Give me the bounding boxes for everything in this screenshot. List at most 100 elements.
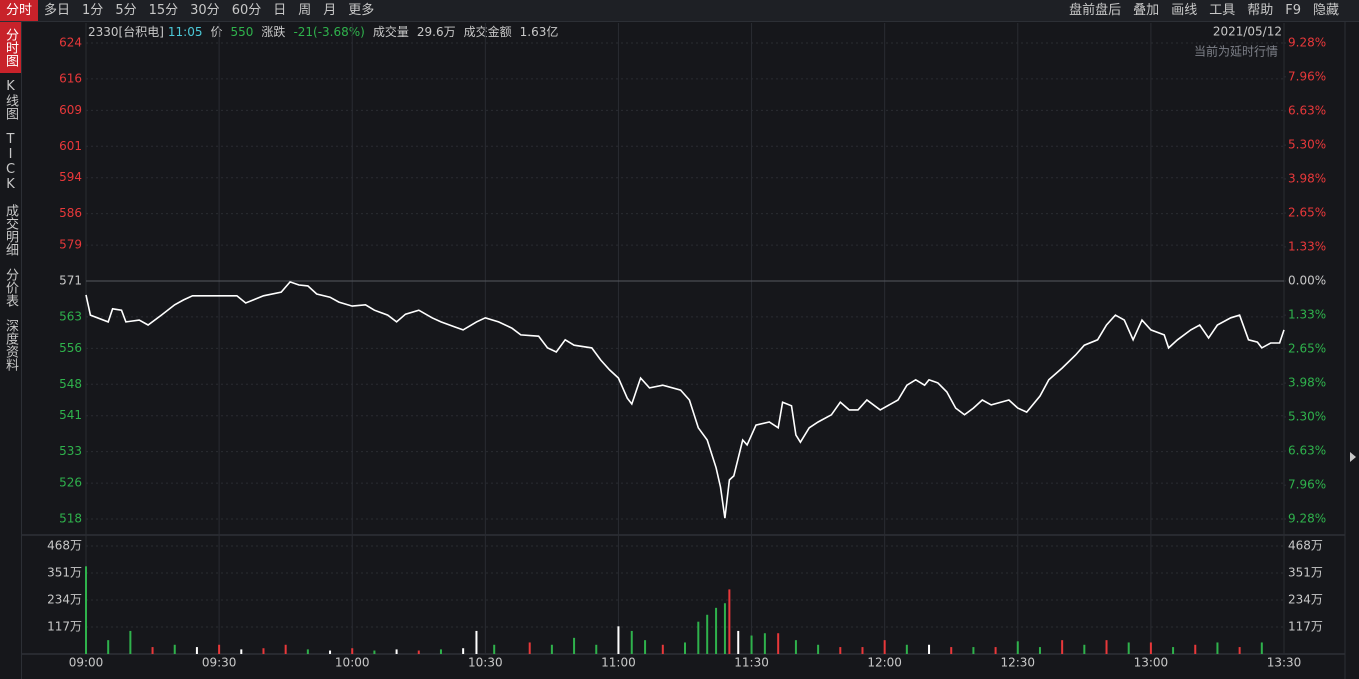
chart-bg [22,22,1345,679]
volume-bar [573,637,576,654]
side-tab[interactable]: 深度资料 [3,319,18,371]
volume-bar [151,647,154,654]
side-tab[interactable]: 分时图 [0,22,21,73]
period-tab[interactable]: 分时 [0,0,39,21]
x-tick-label: 09:00 [69,656,104,670]
volume-bar [777,633,780,654]
volume-bar [1016,641,1019,654]
volume-bar [240,649,243,654]
x-tick-label: 13:30 [1267,656,1302,670]
volume-tick-label: 117万 [47,620,82,634]
period-tab[interactable]: 1分 [82,3,104,18]
y2-tick-label: 1.33% [1288,308,1326,322]
y-tick-label: 601 [59,139,82,153]
y2-tick-label: 2.65% [1288,206,1326,220]
y-tick-label: 541 [59,408,82,422]
side-tab[interactable]: K线图 [3,79,18,120]
volume-bar [644,640,647,654]
y2-tick-label: 3.98% [1288,171,1326,185]
tool-tab[interactable]: 画线 [1171,3,1198,18]
volume-bar [1038,647,1041,654]
volume-bar [684,642,686,654]
price: 550 [231,25,254,39]
y2-tick-label: 6.63% [1288,103,1326,117]
period-tab[interactable]: 日 [273,3,287,18]
y-tick-label: 586 [59,206,82,220]
volume-bar [928,644,931,654]
period-tab[interactable]: 5分 [115,3,137,18]
period-tab[interactable]: 更多 [348,3,375,18]
y2-tick-label: 6.63% [1288,444,1326,458]
volume-bar [994,647,997,654]
volume-bar [1149,642,1152,654]
volume-bar [129,630,132,654]
y-tick-label: 526 [59,476,82,490]
x-tick-label: 13:00 [1134,656,1169,670]
period-tabs: 分时 多日 1分 5分 15分 30分 60分日周月更多 [0,0,380,21]
toolbar: 分时 多日 1分 5分 15分 30分 60分日周月更多 盘前盘后 叠加 画线 工具 帮助 F9 隐藏 [0,0,1359,22]
volume-bar [195,647,198,654]
volume-bar [817,644,820,654]
y-tick-label: 616 [59,71,82,85]
period-tab[interactable]: 月 [323,3,337,18]
y-tick-label: 556 [59,341,82,355]
y-tick-label: 624 [59,36,82,50]
volume-bar [972,647,975,654]
period-tab[interactable]: 周 [298,3,312,18]
period-tab[interactable]: 多日 [44,3,71,18]
notice: 当前为延时行情 [1194,44,1278,59]
volume-bar [1194,644,1197,654]
y-tick-label: 563 [59,309,82,323]
tool-tab[interactable]: 盘前盘后 [1069,3,1122,18]
volume-bar [284,644,287,654]
volume-bar [439,649,442,654]
volume-bar [373,650,376,654]
symbol: 2330[台积电] [88,24,164,39]
y2-tick-label: 2.65% [1288,341,1326,355]
volume: 29.6万 [417,25,456,39]
tool-tab[interactable]: 叠加 [1133,3,1160,18]
volume-bar [630,630,633,654]
tool-tab[interactable]: 隐藏 [1312,3,1339,18]
volume-bar [550,644,553,654]
side-tab[interactable]: TICK [3,132,18,192]
x-tick-label: 09:30 [202,656,237,670]
amount-label: 成交金额 [464,24,512,39]
tool-tab[interactable]: 帮助 [1247,3,1274,18]
volume-bar [1061,640,1064,654]
y-tick-label: 518 [59,512,82,526]
volume-bar [218,644,221,654]
volume-bar [706,614,709,654]
y2-tick-label: 5.30% [1288,138,1326,152]
volume-bar [794,640,797,654]
expand-arrow[interactable] [1350,452,1356,462]
volume-bar [905,644,908,654]
price-label: 价 [211,25,223,39]
volume-bar [329,650,332,654]
volume-bar [861,647,864,654]
y-tick-label: 548 [59,377,82,391]
y2-tick-label: 0.00% [1288,274,1326,288]
tool-tab[interactable]: 工具 [1209,3,1236,18]
side-tab[interactable]: 分价表 [3,268,18,307]
tool-tabs: 盘前盘后 叠加 画线 工具 帮助 F9 隐藏 [1063,0,1359,21]
volume-bar [697,621,700,654]
volume-tick-label-right: 351万 [1288,566,1323,580]
period-tab[interactable]: 30分 [190,3,220,18]
y-tick-label: 594 [59,170,82,184]
side-tab[interactable]: 成交明细 [3,204,18,256]
volume-tick-label-right: 468万 [1288,539,1323,553]
volume-bar [306,649,309,654]
tool-tab[interactable]: F9 [1285,3,1301,18]
volume-bar [262,648,265,654]
change: -21(-3.68%) [293,25,364,39]
y-tick-label: 533 [59,444,82,458]
volume-bar [950,647,953,654]
period-tab[interactable]: 15分 [148,3,179,18]
volume-bar [417,650,420,654]
period-tab[interactable]: 60分 [231,3,262,18]
x-tick-label: 11:00 [601,656,636,670]
volume-bar [723,603,726,654]
volume-bar [107,640,110,654]
volume-bar [462,648,465,654]
